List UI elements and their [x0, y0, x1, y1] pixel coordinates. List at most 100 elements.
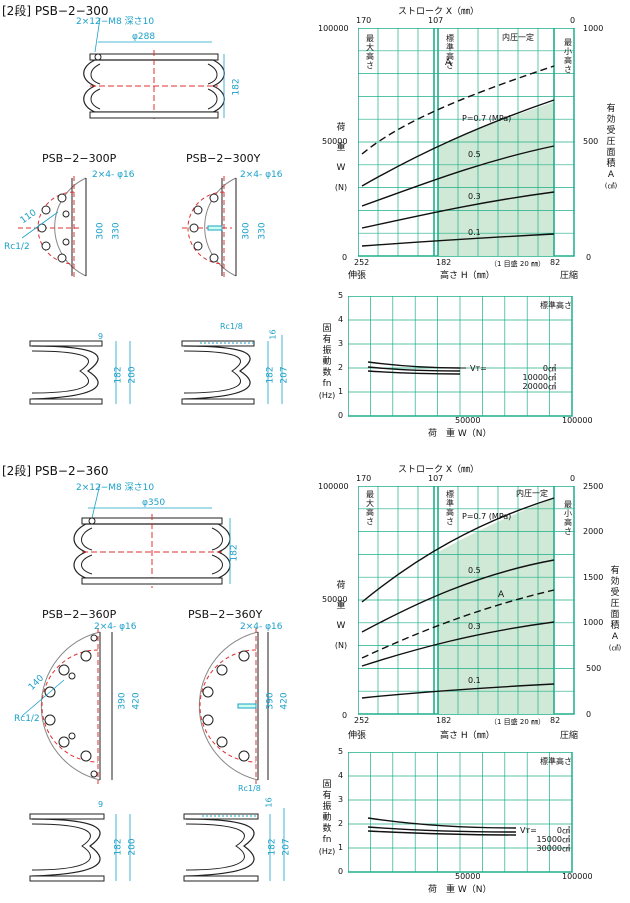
y-tick-50000: 50000 — [322, 137, 348, 146]
y-axis-label-360: 荷重 W (N) — [334, 581, 348, 650]
curve-label-p07: P=0.7 (MPa) — [462, 114, 512, 123]
y-axis-label: 荷重 W (N) — [334, 123, 348, 192]
freq-y-0: 0 — [338, 411, 344, 420]
freq-y-0-360: 0 — [338, 867, 344, 876]
freq-y-label-360: 固有振動数 fn (Hz) — [318, 780, 336, 856]
stroke-label: ストローク X（㎜） — [398, 7, 480, 17]
stroke-tick-170: 170 — [356, 16, 372, 25]
x-tick-182: 182 — [436, 258, 452, 267]
curve-label-03: 0.3 — [468, 192, 481, 201]
curve-label-05-360: 0.5 — [468, 566, 481, 575]
side-h-p: 182 — [113, 366, 124, 384]
stroke-tick-107-360: 107 — [428, 474, 444, 483]
side-view-y-360 — [183, 808, 285, 882]
side-view-y-300 — [181, 335, 283, 405]
stroke-tick-107: 107 — [428, 16, 444, 25]
std-height-label: 標準高さ — [446, 34, 454, 70]
curve-label-a: A — [445, 58, 452, 68]
freq-y-5-360: 5 — [338, 747, 344, 756]
sq-in-p: 300 — [95, 222, 106, 240]
vt-label-360: Vт= — [520, 826, 537, 835]
curve-label-05: 0.5 — [468, 150, 481, 159]
freq-y-3-360: 3 — [338, 795, 344, 804]
side-t-p-360: 9 — [98, 800, 104, 809]
sq-in-p-360: 390 — [117, 692, 128, 710]
side-y-top-360: 16 — [264, 797, 274, 808]
freq-chart-300 — [348, 296, 573, 417]
model-p-title-360: PSB−2−360P — [42, 608, 117, 621]
right-tick-500: 500 — [583, 137, 599, 146]
curve-label-03-360: 0.3 — [468, 622, 481, 631]
right-tick-1000: 1000 — [583, 24, 604, 33]
freq-x-label: 荷 重 W（N） — [428, 429, 492, 439]
x-note-360: （1 目盛 20 ㎜） — [490, 718, 546, 726]
stroke-tick-0: 0 — [570, 16, 576, 25]
bolt-spec-label-360: 2×12−M8 深さ10 — [76, 483, 155, 493]
freq-x-100000-360: 100000 — [562, 872, 593, 881]
plate-p-drawing-300 — [18, 176, 87, 278]
vt-legend: 0㎤ 10000㎤ 20000㎤ — [522, 364, 556, 391]
sq-out-p: 330 — [111, 222, 122, 240]
rc-label-y: Rc1/8 — [220, 322, 243, 331]
curve-label-01-360: 0.1 — [468, 676, 481, 685]
y-tick-0-360: 0 — [342, 711, 348, 720]
side-h-y: 182 — [265, 366, 276, 384]
stroke-label-360: ストローク X（㎜） — [398, 465, 480, 475]
right-tick-0: 0 — [586, 253, 592, 262]
right-tick-1500: 1500 — [583, 573, 604, 582]
model-y-title: PSB−2−300Y — [186, 152, 261, 165]
side-y-top: 16 — [268, 329, 278, 340]
port-spec-p: 2×4- φ16 — [92, 170, 135, 180]
right-tick-1000-360: 1000 — [583, 618, 604, 627]
freq-chart-360 — [348, 752, 573, 873]
x-tick-82-360: 82 — [550, 716, 561, 725]
side-view-p-360 — [29, 813, 131, 882]
side-h-p-360: 182 — [113, 838, 124, 856]
internal-pressure-label-360: 内圧一定 — [516, 489, 548, 498]
max-height-label: 最大高さ — [366, 34, 374, 70]
side-h-y-360: 182 — [267, 838, 278, 856]
plate-y-drawing-360 — [198, 628, 269, 784]
side-total-p-360: 200 — [127, 838, 138, 856]
sq-out-y: 330 — [257, 222, 268, 240]
x-tick-252-360: 252 — [354, 716, 370, 725]
y-tick-50000-360: 50000 — [322, 595, 348, 604]
load-chart-360 — [358, 486, 575, 715]
plate-p-drawing-360 — [21, 628, 113, 784]
section-title-360: [2段] PSB−2−360 — [2, 464, 109, 478]
x-right-label: 圧縮 — [560, 271, 579, 281]
freq-x-label-360: 荷 重 W（N） — [428, 885, 492, 895]
x-left-label-360: 伸張 — [348, 731, 367, 741]
curve-label-p07-360: P=0.7 (MPa) — [462, 512, 512, 521]
diameter-label: φ288 — [132, 32, 156, 42]
freq-y-4-360: 4 — [338, 771, 344, 780]
freq-x-50000: 50000 — [455, 416, 481, 425]
rc-label-p: Rc1/2 — [4, 242, 30, 252]
right-tick-2000: 2000 — [583, 527, 604, 536]
rc-label-y-360: Rc1/8 — [238, 784, 261, 793]
freq-y-label: 固有振動数 fn (Hz) — [318, 324, 336, 400]
diameter-label-360: φ350 — [142, 498, 166, 508]
bolt-spec-label: 2×12−M8 深さ10 — [76, 17, 155, 27]
freq-y-5: 5 — [338, 291, 344, 300]
right-axis-label-360: 有効受圧面積 A (㎠) — [608, 566, 622, 652]
height-label: 182 — [231, 78, 242, 96]
freq-x-50000-360: 50000 — [455, 872, 481, 881]
x-label: 高さ H（㎜） — [440, 271, 495, 281]
model-p-title: PSB−2−300P — [42, 152, 117, 165]
side-total-y: 207 — [279, 366, 290, 384]
sq-in-y-360: 390 — [265, 692, 276, 710]
x-left-label: 伸張 — [348, 271, 367, 281]
vt-label: Vт= — [470, 364, 487, 373]
freq-y-3: 3 — [338, 339, 344, 348]
right-tick-0-360: 0 — [586, 710, 592, 719]
freq-std-label-360: 標準高さ — [540, 757, 572, 766]
sq-out-p-360: 420 — [131, 692, 142, 710]
x-label-360: 高さ H（㎜） — [440, 731, 495, 741]
freq-y-1: 1 — [338, 387, 344, 396]
freq-std-label: 標準高さ — [540, 301, 572, 310]
curve-label-01: 0.1 — [468, 228, 481, 237]
freq-y-2-360: 2 — [338, 819, 344, 828]
min-height-label-360: 最小高さ — [564, 500, 572, 536]
freq-y-2: 2 — [338, 363, 344, 372]
